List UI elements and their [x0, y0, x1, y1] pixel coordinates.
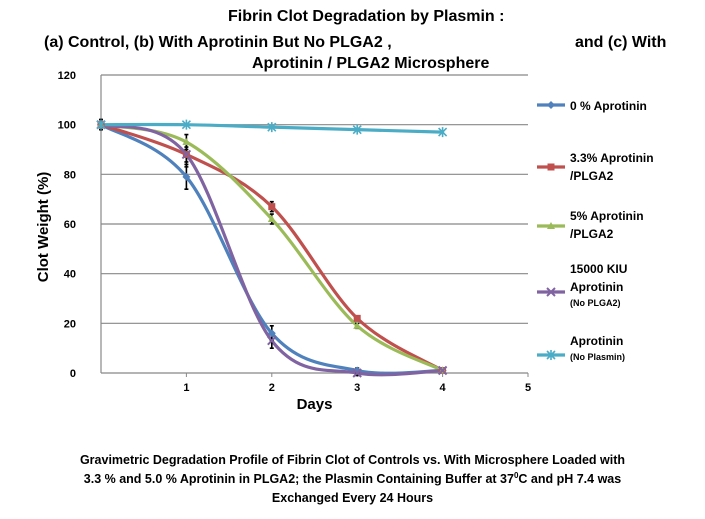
data-point-series-0 — [353, 366, 362, 375]
data-point-series-3 — [437, 365, 448, 376]
y-tick-label: 80 — [64, 169, 76, 181]
data-point-series-3 — [181, 149, 192, 160]
legend-swatch-marker — [547, 101, 555, 109]
x-tick-label: 3 — [354, 382, 360, 394]
y-tick-label: 20 — [64, 318, 76, 330]
data-point-series-4 — [181, 119, 191, 130]
data-point-series-2 — [353, 321, 362, 329]
legend-label-2: 5% Aprotinin — [570, 209, 644, 223]
data-point-series-3 — [352, 368, 362, 378]
line-chart: 0 20 40 60 80 100 120 1 2 3 4 5 Days Clot Weight (%) 0… — [35, 70, 654, 413]
chart-title-line-2-right: and (c) With — [575, 34, 667, 51]
x-tick-label: 1 — [183, 382, 189, 394]
legend-label-1: /PLGA2 — [570, 169, 614, 183]
caption-line-3: Exchanged Every 24 Hours — [271, 491, 434, 505]
legend-label-3: 15000 KIU — [570, 262, 627, 276]
x-tick-label: 2 — [269, 382, 275, 394]
y-tick-label: 60 — [64, 219, 76, 231]
x-tick-label: 5 — [525, 382, 531, 394]
series-line-3 — [99, 123, 445, 377]
legend-label-3-note: (No PLGA2) — [570, 298, 621, 308]
data-point-series-1 — [353, 314, 361, 322]
legend-swatch-marker — [547, 163, 555, 171]
y-tick-label: 120 — [58, 70, 76, 82]
legend-label-4-note: (No Plasmin) — [570, 352, 625, 362]
chart-title-line-3: Aprotinin / PLGA2 Microsphere — [252, 55, 490, 72]
legend-label-4: Aprotinin — [570, 334, 623, 348]
data-point-series-4 — [352, 124, 362, 135]
caption-line-1: Gravimetric Degradation Profile of Fibri… — [79, 453, 626, 467]
y-axis-title: Clot Weight (%) — [35, 172, 52, 283]
caption-line-2-text: 3.3 % and 5.0 % Aprotinin in PLGA2; the … — [83, 472, 514, 486]
data-point-series-0 — [267, 329, 276, 338]
chart-title-line-1: Fibrin Clot Degradation by Plasmin : — [228, 8, 505, 25]
data-point-series-3 — [267, 336, 277, 346]
legend-swatch-marker — [547, 222, 555, 229]
series-line-0 — [99, 123, 445, 375]
legend-label-1: 3.3% Aprotinin — [570, 151, 654, 165]
legend-swatch-marker — [546, 350, 556, 360]
y-tick-label: 100 — [58, 120, 76, 132]
legend-label-3: Aprotinin — [570, 280, 623, 294]
caption-line-2: 3.3 % and 5.0 % Aprotinin in PLGA2; the … — [0, 470, 705, 489]
data-point-series-1 — [268, 203, 276, 211]
legend-swatch-marker — [546, 287, 556, 297]
caption-line-2-end: C and pH 7.4 was — [518, 472, 622, 486]
legend-label-2: /PLGA2 — [570, 227, 614, 241]
x-tick-label: 4 — [440, 382, 447, 394]
x-axis-title: Days — [297, 396, 333, 413]
data-point-series-2 — [267, 215, 276, 223]
caption-superscript: 0 — [513, 470, 519, 480]
data-point-series-0 — [182, 172, 191, 181]
chart-title-line-2: (a) Control, (b) With Aprotinin But No P… — [44, 34, 392, 51]
y-tick-label: 0 — [70, 368, 76, 380]
data-point-series-4 — [96, 119, 106, 130]
legend-label-0: 0 % Aprotinin — [570, 99, 647, 113]
data-point-series-2 — [182, 138, 191, 146]
data-point-series-4 — [438, 127, 448, 138]
data-point-series-4 — [267, 122, 277, 133]
y-tick-label: 40 — [64, 269, 76, 281]
